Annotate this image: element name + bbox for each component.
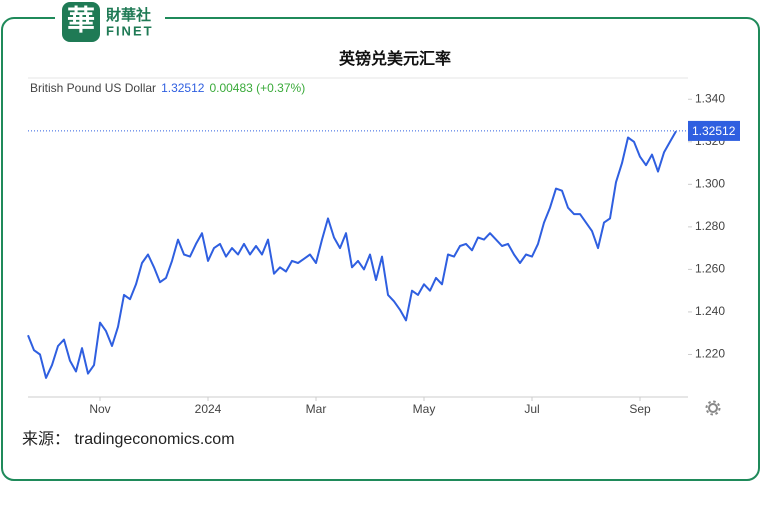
y-tick-label: 1.300 (695, 177, 725, 191)
source: 来源： tradingeconomics.com (22, 430, 235, 448)
settings-icon[interactable] (705, 400, 721, 416)
x-tick-label: Sep (629, 402, 651, 416)
x-tick-label: Nov (89, 402, 110, 416)
logo-mark-bg (62, 2, 100, 42)
y-tick-label: 1.280 (695, 219, 725, 233)
legend: British Pound US Dollar 1.32512 0.00483 (+… (30, 81, 305, 95)
y-tick-label: 1.340 (695, 91, 725, 105)
legend-name: British Pound US Dollar (30, 81, 156, 95)
logo-name: 財華社 (105, 6, 151, 24)
last-value-label: 1.32512 (692, 124, 736, 138)
line-series (27, 130, 677, 379)
frame (1, 17, 760, 481)
legend-price: 1.32512 (161, 81, 205, 95)
logo-sub: FINET (106, 23, 154, 38)
chart-title: 英镑兑美元汇率 (338, 49, 451, 68)
y-tick-label: 1.240 (695, 304, 725, 318)
last-value-box (688, 120, 740, 141)
logo-mark: 華 (67, 4, 95, 35)
legend-change: 0.00483 (+0.37%) (209, 81, 305, 95)
x-tick-label: Mar (306, 402, 327, 416)
y-tick-label: 1.260 (695, 262, 725, 276)
x-tick-label: May (413, 402, 436, 416)
y-tick-label: 1.220 (695, 347, 725, 361)
x-tick-label: Jul (524, 402, 539, 416)
x-tick-label: 2024 (195, 402, 222, 416)
